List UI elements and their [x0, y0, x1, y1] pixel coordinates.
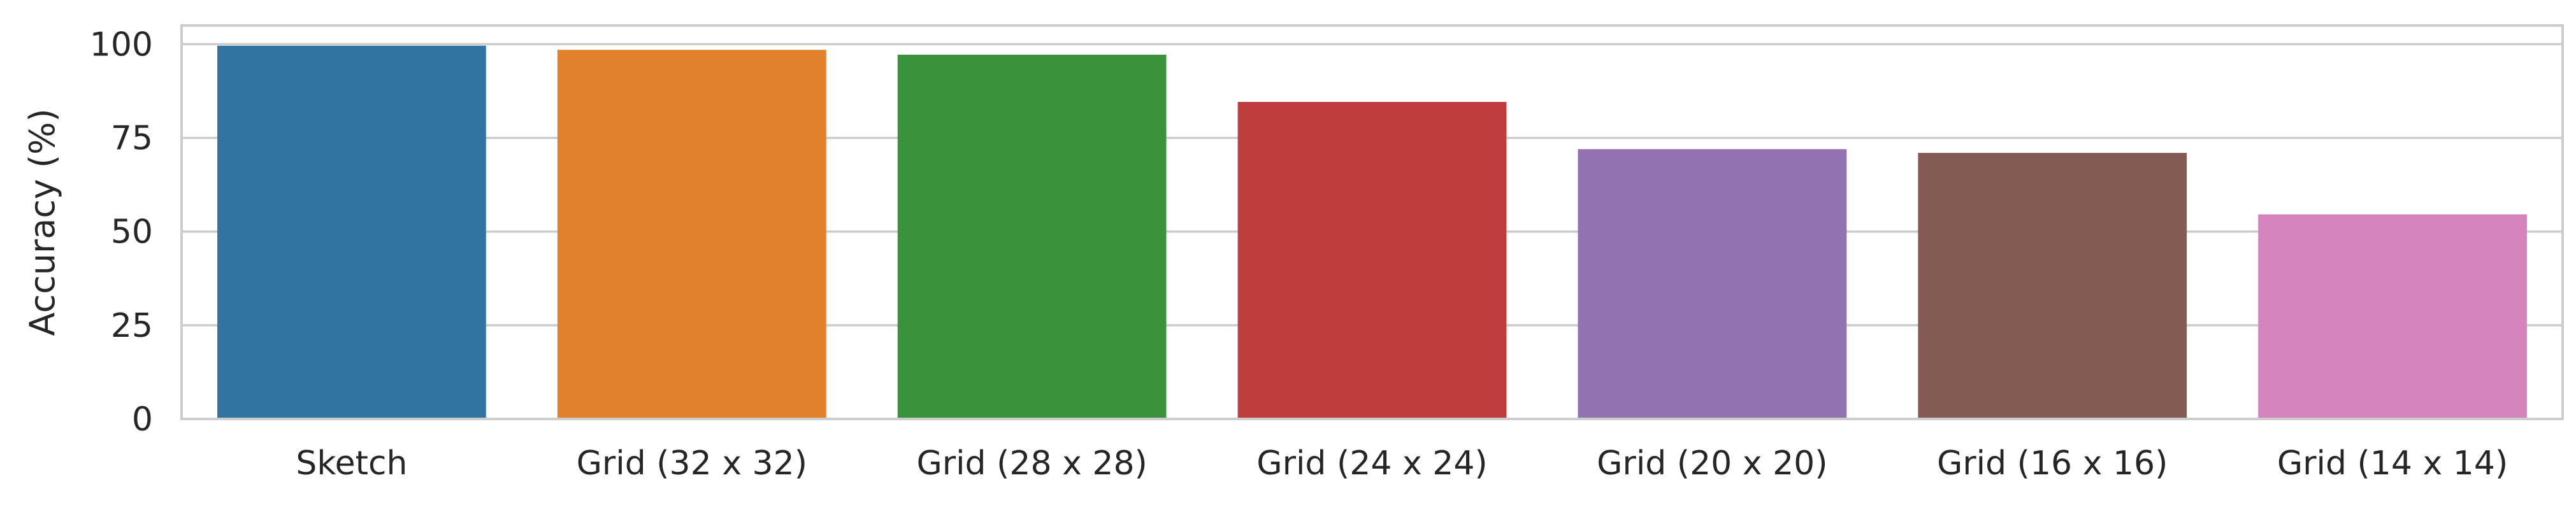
- y-tick-label: 50: [111, 213, 153, 251]
- y-tick-label: 25: [111, 307, 153, 345]
- bar-4: [1578, 149, 1847, 419]
- bar-0: [217, 45, 486, 420]
- x-tick-label: Grid (14 x 14): [2277, 444, 2508, 483]
- y-tick-label: 100: [90, 25, 153, 64]
- bar-1: [557, 50, 826, 419]
- x-tick-label: Grid (24 x 24): [1256, 444, 1487, 483]
- plot-frame: [180, 24, 2564, 420]
- bars: [217, 45, 2527, 420]
- x-tick-label: Grid (16 x 16): [1937, 444, 2168, 483]
- x-tick-label: Grid (20 x 20): [1597, 444, 1827, 483]
- y-tick-label: 0: [132, 400, 153, 439]
- bar-6: [2258, 214, 2527, 419]
- x-axis-ticks: Sketch Grid (32 x 32) Grid (28 x 28) Grid (…: [296, 444, 2508, 483]
- y-axis-ticks: 0 25 50 75 100: [90, 25, 153, 439]
- x-tick-label: Sketch: [296, 444, 407, 483]
- y-tick-label: 75: [111, 120, 153, 158]
- bar-3: [1237, 102, 1507, 419]
- x-tick-label: Grid (32 x 32): [577, 444, 807, 483]
- x-tick-label: Grid (28 x 28): [916, 444, 1147, 483]
- y-axis-label: Accuracy (%): [22, 108, 62, 336]
- bar-2: [897, 54, 1167, 419]
- bar-5: [1918, 153, 2187, 419]
